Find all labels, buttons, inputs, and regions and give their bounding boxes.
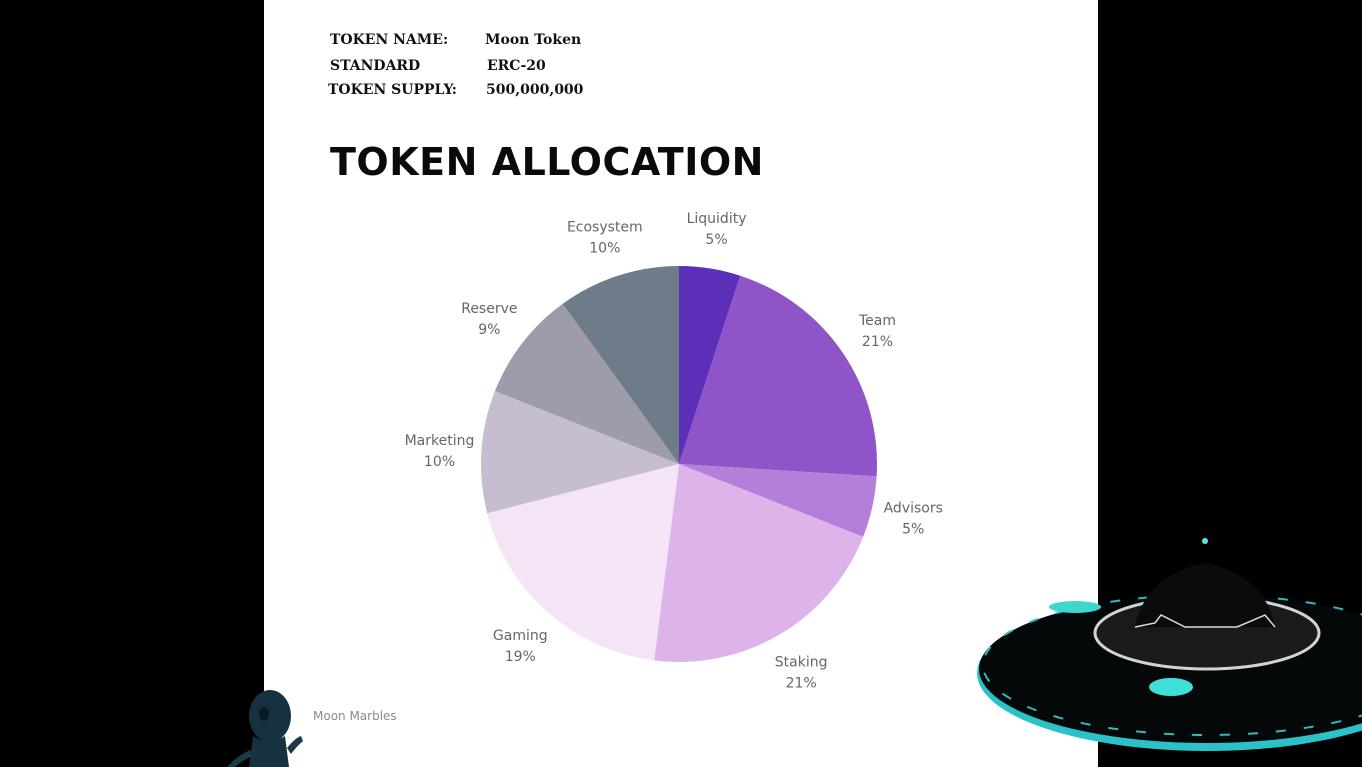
slice-value-staking: 21% bbox=[786, 676, 817, 692]
allocation-pie-chart: Liquidity 5% Team 21% Advisors 5% Staking 21% Ga… bbox=[405, 211, 943, 692]
pie-slice-team bbox=[679, 275, 878, 477]
document-page: TOKEN NAME: Moon Token STANDARD ERC-20 T… bbox=[264, 0, 1098, 767]
slice-label-reserve: Reserve bbox=[461, 301, 517, 317]
slice-label-gaming: Gaming bbox=[493, 628, 548, 644]
pie-slice-marketing bbox=[481, 391, 679, 514]
slice-value-liquidity: 5% bbox=[705, 232, 727, 248]
slice-value-ecosystem: 10% bbox=[589, 241, 620, 257]
slice-label-marketing: Marketing bbox=[405, 433, 475, 449]
slice-label-ecosystem: Ecosystem bbox=[567, 220, 643, 236]
pie-slice-gaming bbox=[487, 464, 679, 661]
ufo-spaceship-icon bbox=[977, 538, 1362, 751]
slice-value-team: 21% bbox=[862, 334, 893, 350]
standard-label: STANDARD bbox=[330, 58, 421, 74]
pie-slice-staking bbox=[654, 464, 864, 662]
footer-brand: Moon Marbles bbox=[313, 709, 397, 723]
standard-value: ERC-20 bbox=[487, 58, 546, 74]
token-supply-label: TOKEN SUPPLY: bbox=[328, 82, 457, 98]
slice-label-staking: Staking bbox=[775, 655, 828, 671]
chart-title: TOKEN ALLOCATION bbox=[330, 140, 764, 184]
token-supply-value: 500,000,000 bbox=[486, 82, 584, 98]
slice-value-gaming: 19% bbox=[505, 649, 536, 665]
slice-label-liquidity: Liquidity bbox=[687, 211, 747, 227]
slice-label-advisors: Advisors bbox=[884, 500, 943, 516]
pie-slice-advisors bbox=[679, 464, 877, 537]
slice-value-reserve: 9% bbox=[478, 322, 500, 338]
slice-label-team: Team bbox=[858, 313, 896, 329]
token-name-value: Moon Token bbox=[485, 32, 582, 48]
token-name-label: TOKEN NAME: bbox=[330, 32, 449, 48]
slice-value-advisors: 5% bbox=[902, 521, 924, 537]
alien-mascot-icon bbox=[227, 690, 303, 767]
pie-slice-ecosystem bbox=[562, 266, 679, 464]
pie-slice-reserve bbox=[494, 303, 679, 464]
pie-slice-liquidity bbox=[679, 266, 741, 464]
slice-value-marketing: 10% bbox=[424, 454, 455, 470]
